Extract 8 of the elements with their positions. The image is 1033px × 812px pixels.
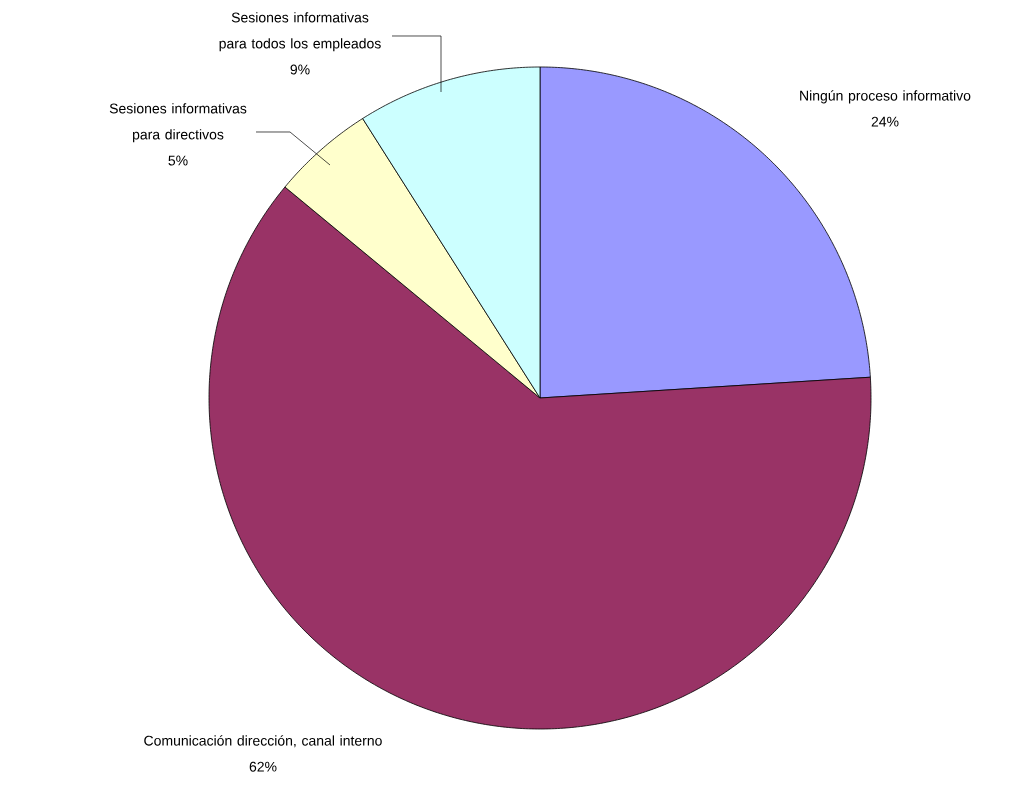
data-label: 9% bbox=[290, 64, 310, 75]
slice-label: Sesiones informativas para directivos bbox=[109, 103, 247, 143]
slice-label: Ningún proceso informativo bbox=[800, 90, 971, 104]
slice-label: Sesiones informativas para todos los empleados bbox=[219, 12, 381, 52]
slice-label: Comunicación dirección, canal interno bbox=[144, 735, 382, 748]
data-label: 5% bbox=[168, 155, 188, 166]
data-label: 62% bbox=[249, 761, 277, 772]
data-label: 24% bbox=[871, 116, 899, 127]
